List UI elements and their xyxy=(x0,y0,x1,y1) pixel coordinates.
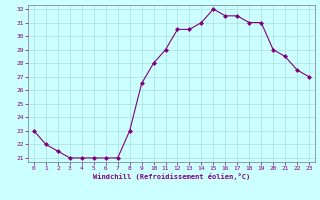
X-axis label: Windchill (Refroidissement éolien,°C): Windchill (Refroidissement éolien,°C) xyxy=(93,173,250,180)
